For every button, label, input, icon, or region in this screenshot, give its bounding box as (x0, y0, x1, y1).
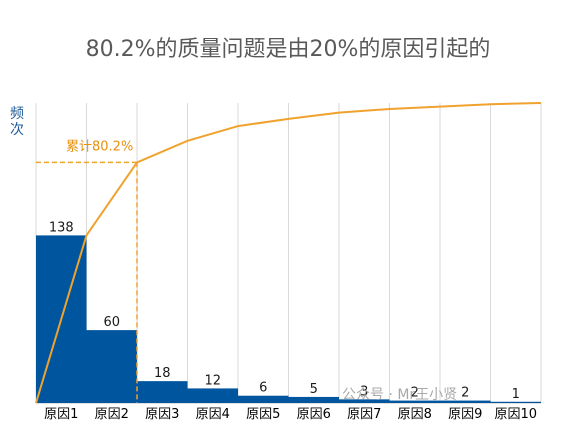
x-tick-label: 原因4 (196, 407, 230, 422)
data-label: 6 (259, 381, 267, 396)
x-tick-label: 原因3 (145, 407, 179, 422)
data-labels: 138 60 18 12 6 5 3 2 2 1 (49, 220, 520, 401)
data-label: 138 (49, 220, 74, 235)
data-label: 2 (461, 386, 469, 401)
x-tick-label: 原因8 (398, 407, 432, 422)
cumulative-series-line (35, 102, 542, 404)
x-tick-label: 原因6 (297, 407, 331, 422)
cumulative-annotation: 累计80.2% (36, 139, 138, 403)
chart-title: 80.2%的质量问题是由20%的原因引起的 (86, 37, 491, 62)
x-tick-label: 原因1 (44, 407, 78, 422)
x-axis-ticks: 原因1 原因2 原因3 原因4 原因5 原因6 原因7 原因8 原因9 原因10 (44, 407, 537, 422)
bar (137, 381, 188, 403)
watermark: 公众号 · Mr王小贤 (342, 387, 458, 403)
data-label: 5 (310, 382, 318, 397)
data-label: 12 (204, 373, 221, 388)
data-label: 60 (103, 315, 120, 330)
x-tick-label: 原因10 (494, 407, 537, 422)
x-tick-label: 原因7 (347, 407, 381, 422)
data-label: 18 (154, 366, 171, 381)
bar (86, 330, 137, 403)
x-tick-label: 原因9 (448, 407, 482, 422)
bar (440, 400, 491, 403)
data-label: 3 (360, 384, 368, 399)
bar (187, 388, 238, 403)
x-tick-label: 原因5 (246, 407, 280, 422)
y-axis-label-char-1: 频 (10, 106, 24, 122)
y-axis-label: 频 次 (10, 106, 24, 138)
x-tick-label: 原因2 (95, 407, 129, 422)
y-axis-label-char-2: 次 (10, 122, 24, 138)
annotation-label: 累计80.2% (66, 139, 133, 154)
data-label: 2 (411, 386, 419, 401)
cumulative-line (35, 102, 542, 404)
data-label: 1 (512, 387, 520, 402)
bar (339, 399, 390, 403)
bar (389, 400, 440, 403)
bar (288, 396, 339, 403)
bar (490, 401, 541, 403)
bar (238, 395, 289, 403)
